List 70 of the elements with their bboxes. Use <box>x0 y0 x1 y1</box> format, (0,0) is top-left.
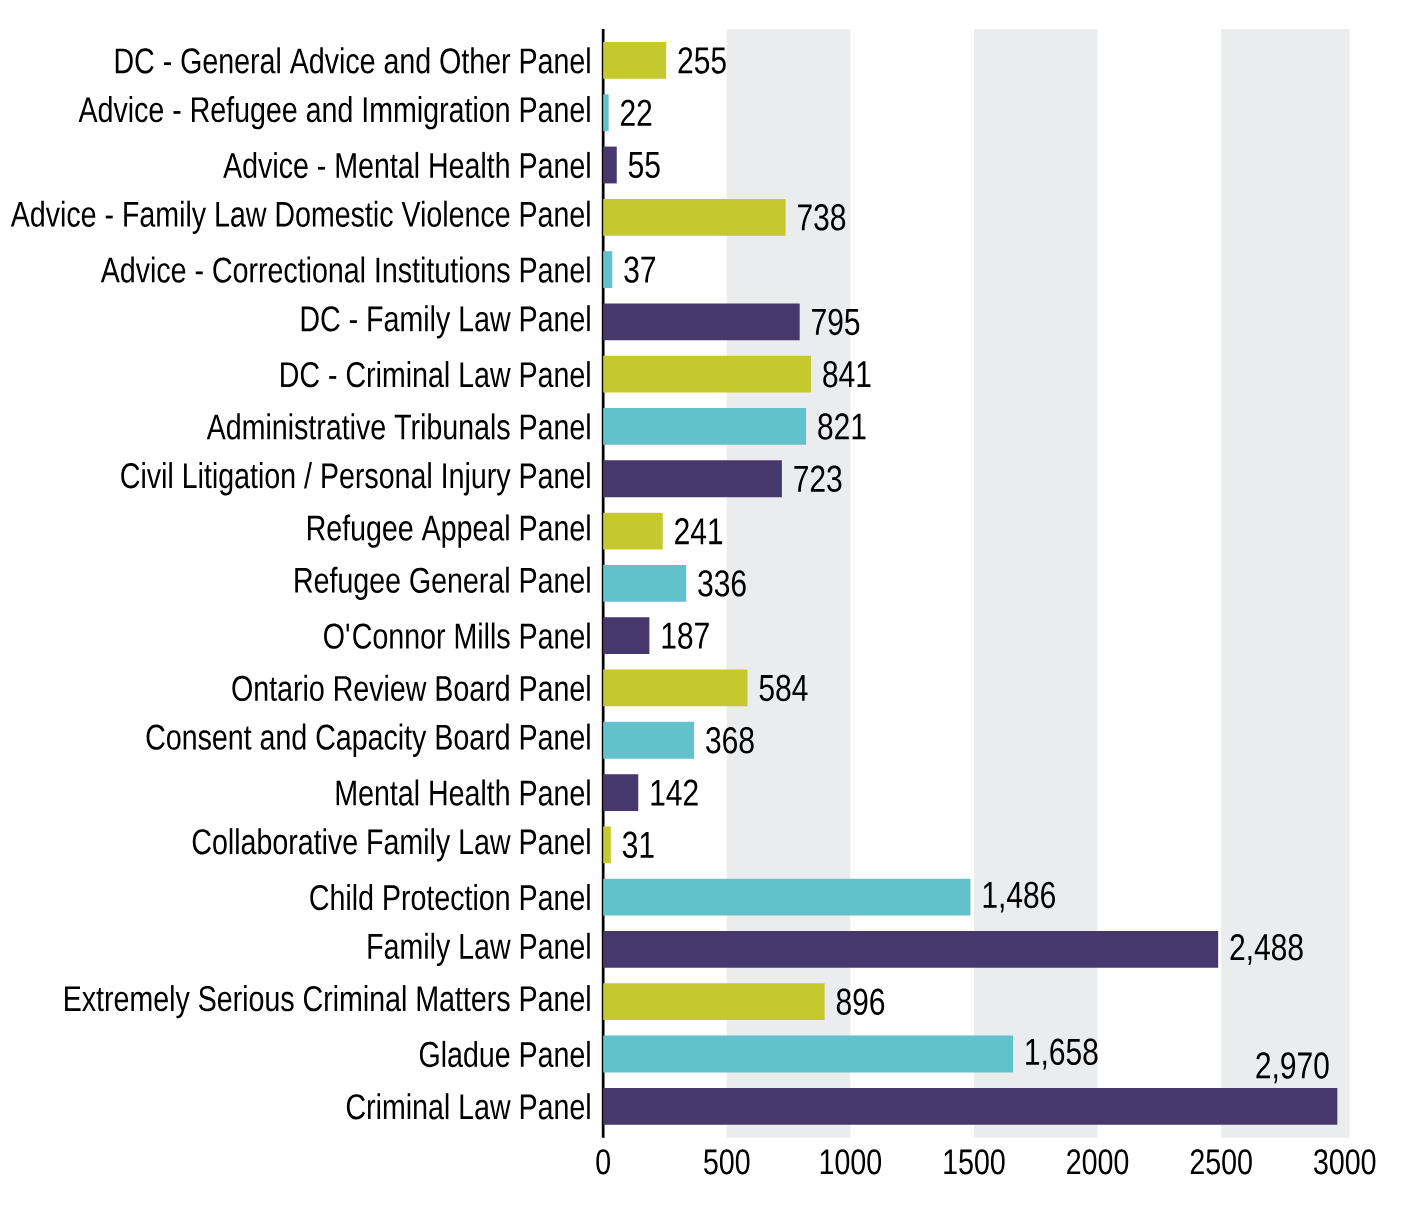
bar <box>603 721 695 759</box>
y-tick-label: Family Law Panel <box>368 932 590 966</box>
data-label: 241 <box>675 517 723 544</box>
data-label: 2,488 <box>1230 933 1303 965</box>
bar <box>603 564 687 602</box>
data-label: 368 <box>706 726 754 754</box>
y-tick-label: Gladue Panel <box>419 1040 590 1067</box>
bar <box>603 983 825 1020</box>
y-tick-label: Collaborative Family Law Panel <box>192 827 590 862</box>
data-label: 55 <box>628 151 660 178</box>
data-label: 31 <box>622 831 654 858</box>
x-tick-label: 2500 <box>1190 1148 1252 1175</box>
bar <box>603 94 609 131</box>
bar <box>603 669 748 707</box>
bar <box>603 1035 1013 1073</box>
bar <box>603 146 617 184</box>
data-label: 841 <box>823 360 871 388</box>
bar <box>603 1087 1338 1125</box>
y-tick-label: Criminal Law Panel <box>346 1092 590 1120</box>
bar <box>603 41 667 79</box>
y-tick-label: Extremely Serious Criminal Matters Panel <box>65 984 590 1019</box>
y-tick-label: Advice - Family Law Domestic Violence Panel <box>10 200 590 234</box>
x-tick-label: 2000 <box>1067 1148 1129 1175</box>
bar <box>603 773 639 811</box>
bar <box>603 355 812 393</box>
data-label: 821 <box>818 413 866 440</box>
data-label: 1,486 <box>983 881 1055 913</box>
y-tick-label: Advice - Correctional Institutions Panel <box>100 256 590 283</box>
y-tick-label: DC - General Advice and Other Panel <box>115 47 590 74</box>
y-tick-label: DC - Criminal Law Panel <box>281 360 590 388</box>
data-label: 896 <box>836 988 885 1015</box>
data-label: 187 <box>662 622 709 649</box>
y-tick-label: Advice - Mental Health Panel <box>223 151 590 178</box>
y-tick-label: Mental Health Panel <box>336 779 590 806</box>
bar <box>603 930 1219 968</box>
y-tick-label: Refugee Appeal Panel <box>307 514 590 548</box>
x-tick-label: 1000 <box>820 1148 882 1175</box>
bar <box>603 198 786 236</box>
data-label: 37 <box>624 256 656 283</box>
data-label: 142 <box>651 779 698 806</box>
bar <box>603 303 800 341</box>
x-tick-label: 3000 <box>1314 1148 1376 1175</box>
data-label: 2,970 <box>1256 1052 1329 1083</box>
y-tick-label: Advice - Refugee and Immigration Panel <box>78 95 590 130</box>
data-label: 255 <box>678 46 726 74</box>
data-label: 584 <box>759 674 808 701</box>
bar <box>603 878 971 916</box>
x-tick-label: 1500 <box>944 1148 1005 1175</box>
bar <box>603 407 807 445</box>
bar <box>603 460 782 497</box>
y-tick-label: Child Protection Panel <box>310 883 590 911</box>
y-tick-label: Ontario Review Board Panel <box>232 674 590 701</box>
bar <box>603 826 611 864</box>
y-tick-label: Administrative Tribunals Panel <box>206 413 590 440</box>
bar <box>603 250 613 288</box>
y-tick-label: Civil Litigation / Personal Injury Panel <box>121 461 590 496</box>
data-label: 22 <box>620 99 652 126</box>
y-tick-label: Consent and Capacity Board Panel <box>146 723 590 757</box>
data-label: 336 <box>698 569 746 597</box>
y-tick-label: DC - Family Law Panel <box>301 305 590 339</box>
y-tick-label: Refugee General Panel <box>295 566 590 600</box>
x-tick-label: 0 <box>596 1148 610 1175</box>
data-label: 1,658 <box>1026 1038 1098 1070</box>
data-label: 795 <box>812 308 860 335</box>
data-label: 723 <box>794 465 842 492</box>
bar <box>603 512 663 550</box>
data-label: 738 <box>798 203 846 231</box>
x-tick-label: 500 <box>704 1148 750 1175</box>
y-tick-label: O'Connor Mills Panel <box>324 622 590 649</box>
bar <box>603 617 650 654</box>
